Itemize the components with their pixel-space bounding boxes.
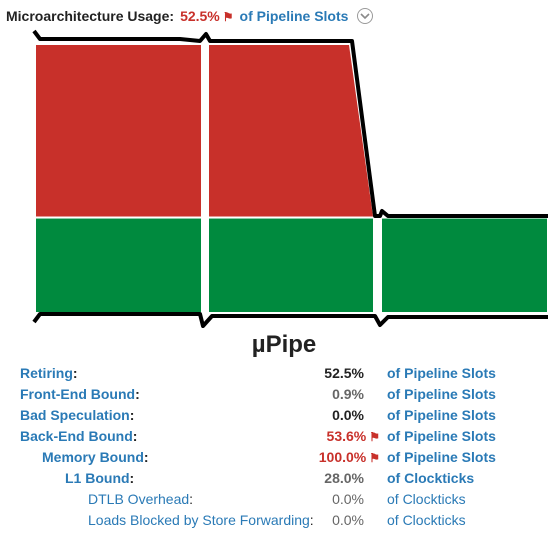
metric-unit-link[interactable]: of Pipeline Slots <box>387 386 496 402</box>
metric-unit-link[interactable]: of Clockticks <box>387 470 474 486</box>
metric-colon: : <box>310 512 314 528</box>
metric-value-text: 0.9% <box>332 386 364 402</box>
metric-name-link[interactable]: Memory Bound <box>42 449 144 465</box>
metric-value-text: 0.0% <box>332 512 364 528</box>
metric-value: 52.5% <box>324 365 364 381</box>
metric-name[interactable]: Bad Speculation: <box>20 407 134 423</box>
pipe-blocks <box>36 45 547 312</box>
metric-name-link[interactable]: DTLB Overhead <box>88 491 189 507</box>
metric-colon: : <box>189 491 193 507</box>
metric-value: 100.0% ⚑ <box>319 449 380 465</box>
metric-name[interactable]: Front-End Bound: <box>20 386 140 402</box>
metric-name[interactable]: Loads Blocked by Store Forwarding: <box>88 512 314 528</box>
metric-name[interactable]: Memory Bound: <box>42 449 149 465</box>
metric-colon: : <box>144 449 149 465</box>
metric-value-text: 28.0% <box>324 470 364 486</box>
metric-name[interactable]: DTLB Overhead: <box>88 491 193 507</box>
metric-colon: : <box>130 407 135 423</box>
metric-value: 0.0% <box>332 407 364 423</box>
metric-colon: : <box>135 386 140 402</box>
metric-value: 0.0% <box>332 491 364 507</box>
metric-name-link[interactable]: Loads Blocked by Store Forwarding <box>88 512 310 528</box>
metric-unit-link[interactable]: of Clockticks <box>387 491 466 507</box>
pipe-outline-bottom <box>34 314 548 326</box>
metric-unit-link[interactable]: of Clockticks <box>387 512 466 528</box>
stage-3-good-block <box>382 219 547 312</box>
metric-name-link[interactable]: L1 Bound <box>65 470 130 486</box>
metric-name-link[interactable]: Back-End Bound <box>20 428 133 444</box>
metric-value-text: 100.0% <box>319 449 366 465</box>
metric-name-link[interactable]: Bad Speculation <box>20 407 130 423</box>
metric-unit-link[interactable]: of Pipeline Slots <box>387 407 496 423</box>
upipe-diagram <box>0 0 555 334</box>
metric-unit-link[interactable]: of Pipeline Slots <box>387 365 496 381</box>
metric-value-text: 0.0% <box>332 491 364 507</box>
metric-value-text: 52.5% <box>324 365 364 381</box>
stage-1-bad-block <box>36 45 201 217</box>
stage-1-good-block <box>36 219 201 312</box>
metric-value: 0.0% <box>332 512 364 528</box>
metric-name[interactable]: L1 Bound: <box>65 470 134 486</box>
metric-value: 0.9% <box>332 386 364 402</box>
metric-name[interactable]: Back-End Bound: <box>20 428 137 444</box>
metric-value-text: 0.0% <box>332 407 364 423</box>
metric-colon: : <box>73 365 78 381</box>
metric-name[interactable]: Retiring: <box>20 365 78 381</box>
metric-value: 53.6% ⚑ <box>327 428 380 444</box>
metric-unit-link[interactable]: of Pipeline Slots <box>387 449 496 465</box>
metric-colon: : <box>130 470 135 486</box>
flag-icon: ⚑ <box>369 451 380 465</box>
metric-unit-link[interactable]: of Pipeline Slots <box>387 428 496 444</box>
metric-name-link[interactable]: Retiring <box>20 365 73 381</box>
metric-value-text: 53.6% <box>327 428 367 444</box>
metric-value: 28.0% <box>324 470 364 486</box>
flag-icon: ⚑ <box>369 430 380 444</box>
stage-2-bad-block <box>209 45 373 217</box>
stage-2-good-block <box>209 219 373 312</box>
upipe-title: µPipe <box>0 331 555 359</box>
metric-colon: : <box>133 428 138 444</box>
metric-name-link[interactable]: Front-End Bound <box>20 386 135 402</box>
